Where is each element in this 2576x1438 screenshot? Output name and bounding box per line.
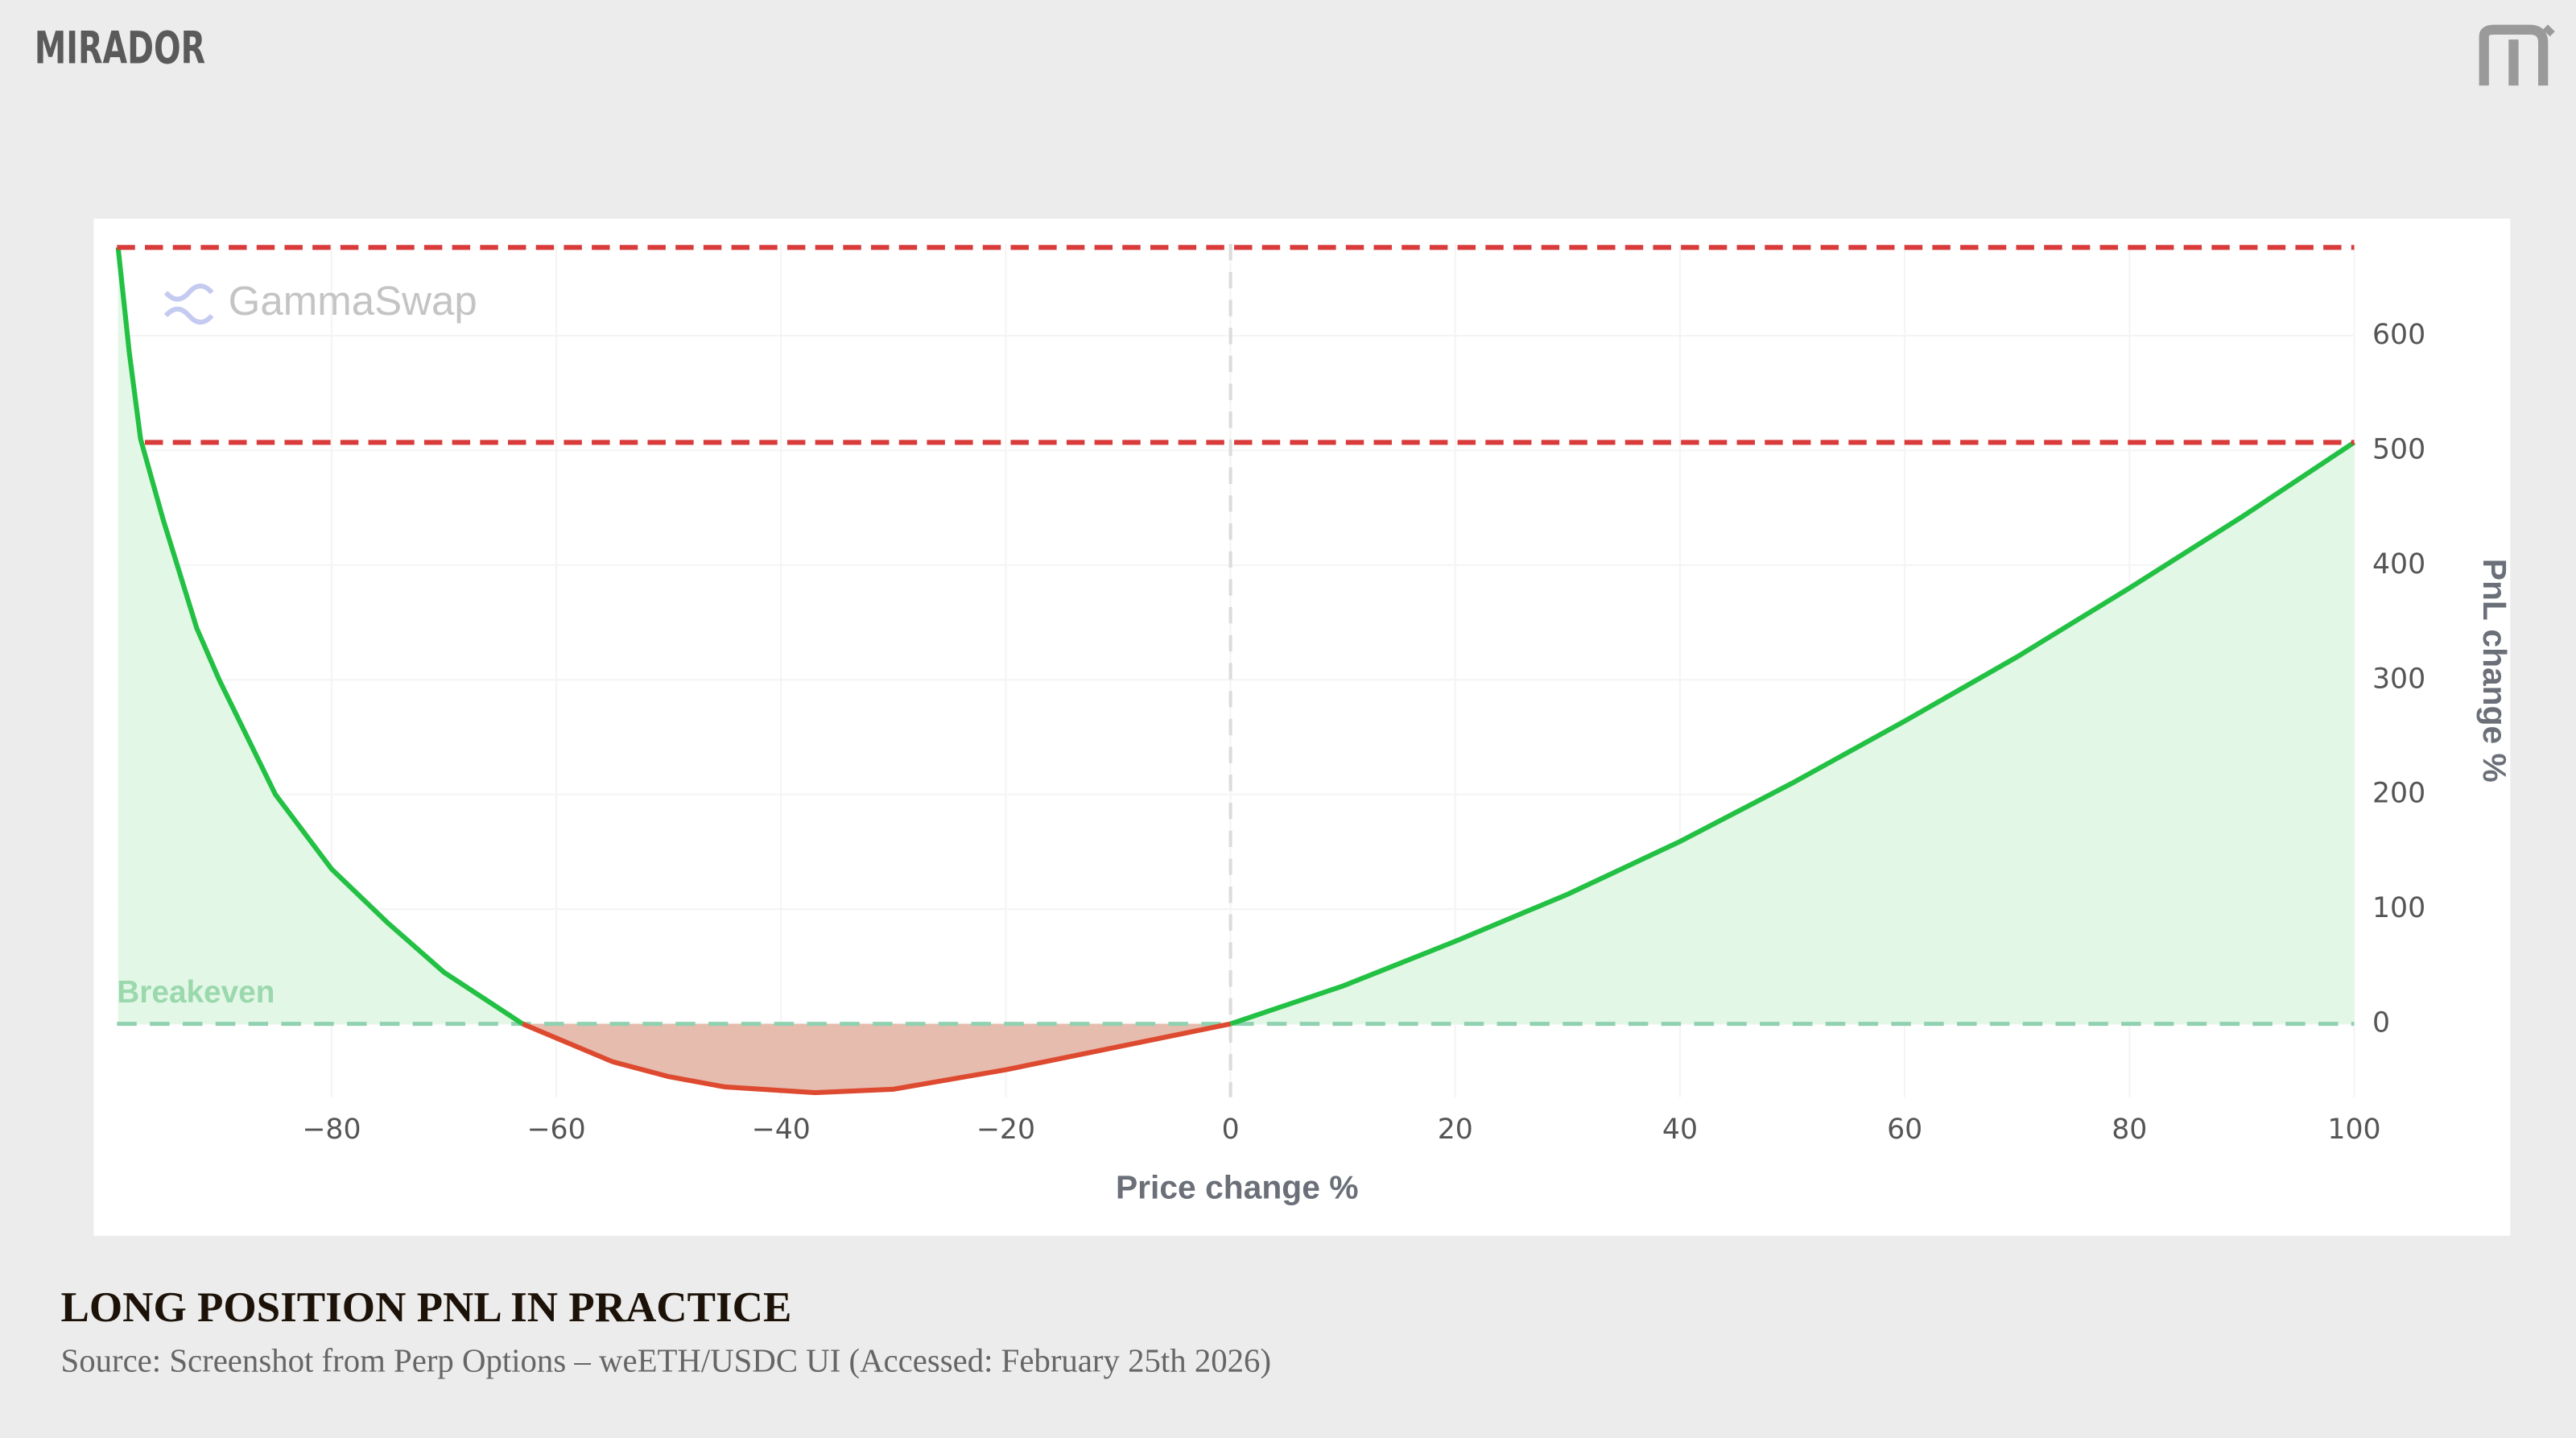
- x-tick-label: 60: [1887, 1114, 1922, 1146]
- x-tick-label: −40: [752, 1114, 811, 1146]
- pnl-line: [1229, 440, 2356, 1027]
- y-tick-label: 0: [2372, 1007, 2390, 1039]
- x-tick-label: −80: [302, 1114, 361, 1146]
- x-tick-label: −60: [526, 1114, 585, 1146]
- watermark: GammaSwap: [229, 278, 477, 324]
- breakeven-label: Breakeven: [117, 975, 275, 1010]
- pnl-line: [522, 1021, 1232, 1096]
- logo: [2479, 24, 2555, 86]
- caption-title: LONG POSITION PNL IN PRACTICE: [61, 1284, 792, 1331]
- y-tick-label: 500: [2372, 433, 2425, 465]
- y-axis-title: PnL change %: [2476, 559, 2513, 783]
- y-tick-label: 200: [2372, 778, 2425, 810]
- y-tick-label: 100: [2372, 892, 2425, 924]
- caption-source: Source: Screenshot from Perp Options – w…: [61, 1342, 1272, 1378]
- y-tick-label: 300: [2372, 663, 2425, 695]
- brand: MIRADOR: [35, 23, 205, 74]
- watermark-icon: [163, 283, 214, 325]
- y-tick-label: 600: [2372, 319, 2425, 351]
- x-axis-title: Price change %: [1116, 1168, 1359, 1205]
- area: [1230, 442, 2355, 1024]
- x-tick-label: 20: [1438, 1114, 1473, 1146]
- x-tick-label: 0: [1222, 1114, 1240, 1146]
- x-tick-label: −20: [976, 1114, 1035, 1146]
- x-tick-label: 100: [2327, 1114, 2380, 1146]
- area: [522, 1023, 1231, 1093]
- x-tick-label: 40: [1662, 1114, 1698, 1146]
- plot: −80 −60 −40 −20 0 20 40 60 80 100 0 100 200 300 400 500…: [115, 243, 2513, 1205]
- x-tick-label: 80: [2112, 1114, 2147, 1146]
- y-tick-label: 400: [2372, 548, 2425, 581]
- pnl-line: [115, 246, 524, 1027]
- area: [118, 247, 523, 1024]
